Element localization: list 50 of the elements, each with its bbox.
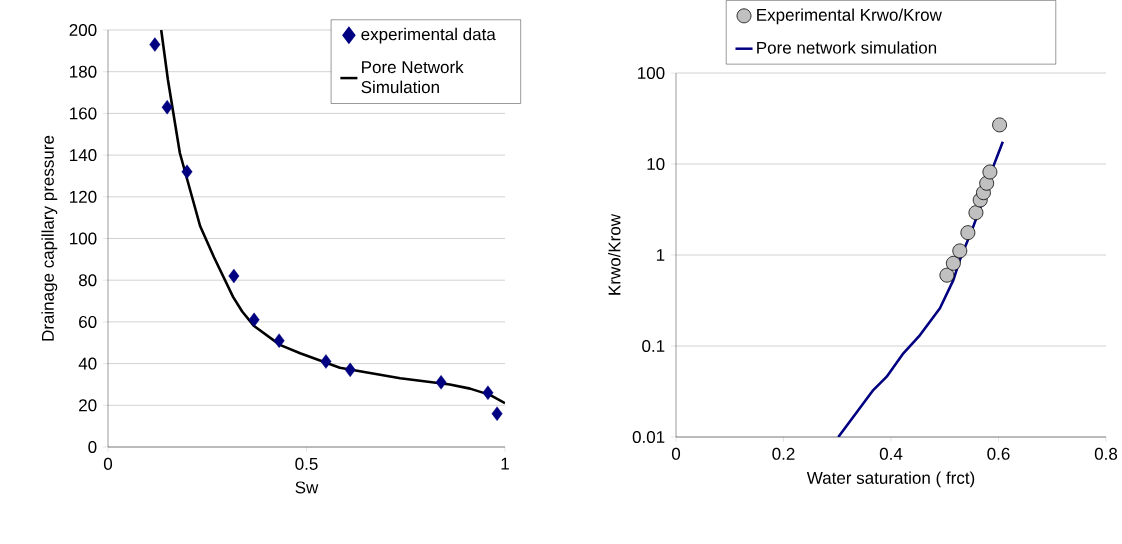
x-tick-label: 0.8	[1094, 447, 1118, 460]
y-tick-label: 100	[70, 232, 97, 245]
point	[482, 385, 494, 400]
y-tick-label: 0.01	[632, 430, 665, 444]
point	[491, 406, 503, 421]
point	[960, 225, 976, 241]
y-tick-label: 80	[78, 274, 97, 287]
y-axis-title: Drainage capillary pressure	[41, 135, 58, 341]
point	[968, 205, 984, 221]
point	[320, 354, 332, 369]
line-series	[837, 140, 1005, 437]
y-tick-label: 10	[647, 157, 665, 171]
x-tick-label: 0	[671, 447, 681, 460]
y-tick-label: 60	[79, 315, 97, 328]
legend-label: experimental data	[361, 27, 496, 44]
point	[435, 375, 447, 390]
legend-label: Pore Network Simulation	[361, 60, 464, 94]
y-axis-title: Krwo/Krow	[608, 213, 621, 295]
point	[344, 362, 356, 378]
legend-label: Experimental Krwo/Krow	[757, 8, 942, 25]
point	[945, 255, 961, 271]
point	[149, 37, 161, 52]
x-tick-label: 0.5	[295, 457, 318, 470]
x-tick-label: 1	[501, 457, 509, 470]
point	[939, 267, 955, 283]
legend-label: Pore network simulation	[757, 41, 937, 54]
point	[992, 117, 1007, 133]
y-tick-label: 100	[638, 66, 665, 80]
y-tick-label: 0.1	[642, 339, 665, 353]
x-tick-label: 0.2	[772, 447, 795, 460]
y-tick-label: 180	[70, 65, 97, 78]
y-tick-label: 140	[70, 149, 97, 162]
y-tick-label: 160	[70, 107, 97, 120]
point	[228, 268, 240, 284]
point	[248, 312, 260, 328]
point	[952, 243, 968, 259]
x-tick-label: 0	[103, 457, 113, 470]
y-tick-label: 200	[69, 23, 97, 37]
x-axis-title: Water saturation ( frct)	[806, 471, 975, 488]
y-tick-label: 20	[79, 399, 97, 412]
point	[273, 333, 285, 348]
y-tick-label: 40	[78, 357, 97, 370]
x-tick-label: 0.6	[987, 447, 1010, 460]
point	[181, 164, 193, 179]
x-tick-label: 0.4	[879, 447, 903, 460]
y-tick-label: 120	[70, 190, 97, 203]
point	[982, 164, 998, 180]
y-tick-label: 1	[656, 249, 665, 261]
point	[161, 99, 173, 115]
x-axis-title: Sw	[295, 481, 319, 494]
